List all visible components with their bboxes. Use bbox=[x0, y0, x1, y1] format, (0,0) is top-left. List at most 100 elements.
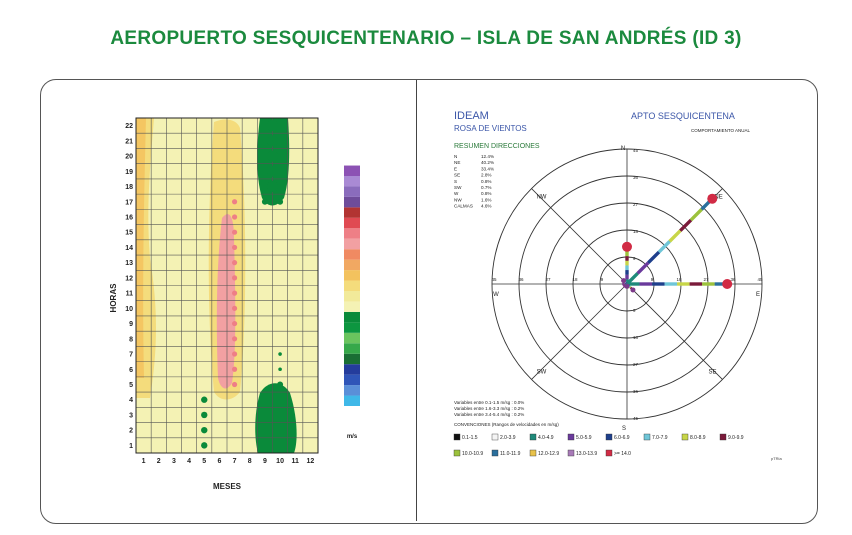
colorbar-swatch bbox=[344, 322, 360, 333]
contour-orange-left-core bbox=[136, 118, 146, 378]
contour-green-october-bottom bbox=[255, 383, 297, 453]
salmon-marker bbox=[231, 199, 238, 205]
x-axis-ticks: 1 2 3 4 5 6 7 8 9 10 11 12 bbox=[142, 458, 315, 465]
direction-label: NE bbox=[714, 194, 722, 200]
org-name: IDEAM bbox=[454, 110, 489, 122]
direction-summary: N 12.4% NE 40.2% E 33.4% SE 2.8% S 0.8% SW 0.7% W 0.8… bbox=[454, 154, 494, 209]
direction-label: NW bbox=[536, 194, 546, 200]
salmon-marker bbox=[231, 260, 238, 266]
petal-end-marker bbox=[621, 278, 627, 284]
summary-direction: CALMAS bbox=[454, 204, 473, 209]
ring-label-n: 36 bbox=[633, 175, 639, 180]
legend-swatch bbox=[605, 433, 613, 441]
green-marker bbox=[277, 198, 284, 205]
legend-label: 13.0-13.9 bbox=[576, 451, 597, 457]
y-tick-label: 12 bbox=[125, 275, 133, 282]
rose-footer: pTRia bbox=[771, 456, 782, 461]
ring-label-e: 9 bbox=[651, 277, 654, 282]
y-tick-label: 4 bbox=[129, 397, 133, 404]
salmon-marker bbox=[231, 275, 238, 281]
y-tick-label: 11 bbox=[126, 291, 134, 298]
petal-segment bbox=[679, 218, 693, 232]
y-tick-label: 7 bbox=[129, 352, 133, 359]
petal-end-marker bbox=[622, 241, 632, 252]
rose-spoke bbox=[626, 283, 723, 380]
salmon-marker bbox=[231, 351, 238, 357]
summary-direction: S bbox=[454, 179, 457, 184]
x-tick-label: 2 bbox=[157, 458, 161, 465]
summary-percent: 12.4% bbox=[481, 154, 494, 159]
direction-label: E bbox=[756, 292, 760, 298]
ring-label-e: 36 bbox=[730, 277, 736, 282]
y-tick-label: 17 bbox=[125, 199, 133, 206]
summary-direction: W bbox=[454, 191, 459, 196]
green-marker bbox=[267, 181, 278, 193]
contour-green-october-top bbox=[257, 118, 290, 206]
ring-label-s: 45 bbox=[633, 416, 639, 421]
rose-spoke bbox=[531, 188, 628, 285]
y-tick-label: 16 bbox=[125, 214, 133, 221]
legend-swatch bbox=[643, 433, 651, 441]
heatmap-plot-border bbox=[135, 117, 319, 454]
colorbar-swatch bbox=[344, 301, 360, 312]
summary-direction: SW bbox=[454, 185, 462, 190]
variables-notes: Variables entre 0.1-1.5 m/sg : 0.0% Varia… bbox=[454, 400, 524, 417]
legend-swatch bbox=[529, 433, 537, 441]
y-tick-label: 10 bbox=[125, 306, 133, 313]
colorbar-swatch bbox=[344, 280, 360, 291]
legend-label: 0.1-1.5 bbox=[462, 435, 478, 441]
colorbar-swatch bbox=[344, 228, 360, 239]
legend-label: 10.0-10.9 bbox=[462, 451, 483, 457]
summary-title: RESUMEN DIRECCIONES bbox=[454, 143, 540, 150]
ring-label-w: 27 bbox=[545, 277, 551, 282]
green-marker bbox=[267, 135, 278, 147]
direction-label: S bbox=[622, 426, 626, 432]
green-marker bbox=[201, 411, 208, 419]
salmon-marker bbox=[231, 229, 238, 235]
y-tick-label: 1 bbox=[129, 443, 133, 450]
legend-swatch bbox=[491, 449, 499, 457]
x-tick-label: 4 bbox=[187, 458, 191, 465]
y-tick-label: 8 bbox=[129, 336, 133, 343]
ring-label-n: 27 bbox=[633, 202, 639, 207]
y-tick-label: 13 bbox=[125, 260, 133, 267]
summary-direction: E bbox=[454, 166, 457, 171]
legend-label: 6.0-6.9 bbox=[614, 435, 630, 441]
legend-title: CONVENCIONES (Rangos de velocidades en m… bbox=[454, 422, 559, 427]
y-tick-label: 3 bbox=[129, 412, 133, 419]
ring-label-w: 45 bbox=[491, 277, 497, 282]
ring-label-e: 45 bbox=[757, 277, 763, 282]
rose-spoke bbox=[531, 283, 628, 380]
ring-label-s: 27 bbox=[633, 362, 639, 367]
petal-end-marker bbox=[722, 279, 733, 289]
ring-label-w: 18 bbox=[572, 277, 578, 282]
legend-label: 7.0-7.9 bbox=[652, 435, 668, 441]
y-tick-label: 15 bbox=[125, 230, 133, 237]
ring-label-e: 18 bbox=[676, 277, 682, 282]
ring-label-s: 18 bbox=[633, 335, 639, 340]
variables-note: Variables entre 3.4-5.4 m/sg : 0.2% bbox=[454, 412, 524, 417]
green-marker bbox=[267, 120, 278, 132]
legend-label: 5.0-5.9 bbox=[576, 435, 592, 441]
ring-label-w: 9 bbox=[601, 277, 604, 282]
rose-petals bbox=[621, 193, 733, 293]
x-tick-label: 10 bbox=[276, 458, 284, 465]
colorbar-swatch bbox=[344, 374, 360, 386]
variables-note: Variables entre 0.1-1.5 m/sg : 0.0% bbox=[454, 400, 524, 405]
colorbar-swatch bbox=[344, 353, 360, 365]
x-tick-label: 12 bbox=[307, 458, 315, 465]
summary-direction: N bbox=[454, 154, 457, 159]
summary-percent: 0.7% bbox=[481, 185, 491, 190]
legend-swatch bbox=[605, 449, 613, 457]
summary-direction: SE bbox=[454, 173, 460, 178]
colorbar-swatch bbox=[344, 186, 360, 197]
colorbar-swatch bbox=[344, 249, 360, 260]
green-marker bbox=[278, 367, 282, 372]
colorbar: 01234567891011 bbox=[344, 165, 360, 406]
direction-label: SE bbox=[709, 370, 717, 376]
ring-label-n: 45 bbox=[633, 148, 639, 153]
colorbar-swatch bbox=[344, 343, 360, 354]
contour-salmon-july bbox=[216, 214, 236, 389]
x-tick-label: 5 bbox=[202, 458, 206, 465]
ring-label-e: 27 bbox=[703, 277, 709, 282]
